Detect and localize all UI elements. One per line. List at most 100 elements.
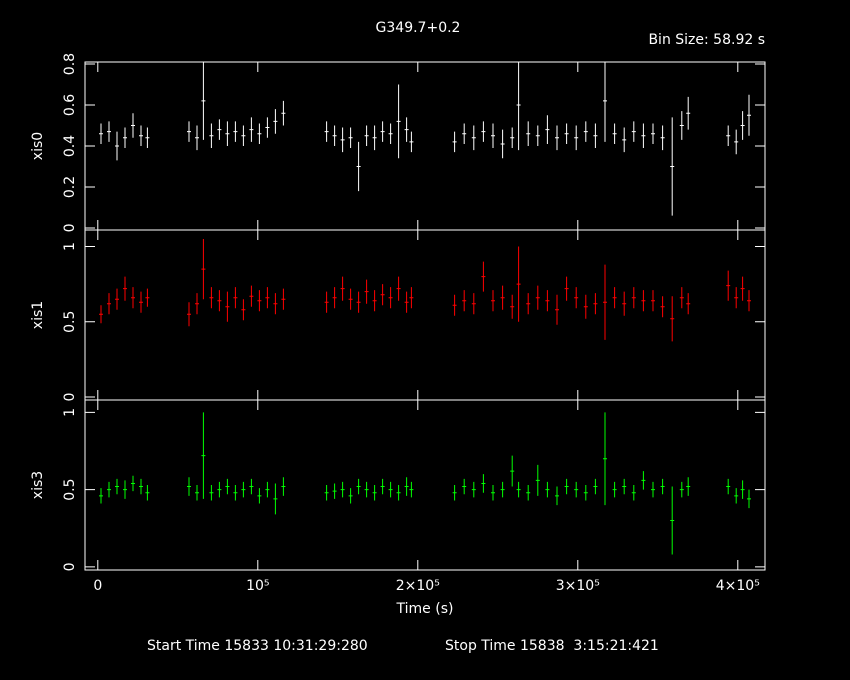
error-bar (574, 287, 579, 309)
y-tick-label: 0.5 (62, 479, 78, 501)
error-bar (324, 121, 329, 142)
error-bar (583, 485, 588, 501)
error-bar (139, 478, 143, 495)
error-bar (660, 125, 665, 151)
error-bar (726, 270, 731, 301)
error-bar (670, 486, 675, 555)
stop-time: Stop Time 15838 3:15:21:421 (445, 638, 659, 654)
error-bar (187, 302, 191, 327)
error-bar (747, 489, 751, 509)
error-bar (409, 287, 414, 309)
error-bar (660, 478, 665, 495)
error-bar (481, 474, 486, 493)
error-bar (324, 291, 329, 313)
error-bar (583, 121, 588, 142)
error-bar (107, 293, 111, 315)
error-bar (535, 285, 540, 310)
error-bar (265, 117, 270, 138)
error-bar (273, 109, 278, 134)
error-bar (481, 261, 486, 292)
error-bar (631, 121, 636, 142)
error-bar (99, 123, 103, 144)
error-bar (257, 488, 262, 504)
error-bar (670, 296, 675, 342)
error-bar (452, 485, 457, 501)
error-bar (593, 293, 598, 315)
error-bar (115, 131, 119, 161)
error-bar (340, 481, 345, 498)
error-bar (526, 121, 531, 146)
error-bar (462, 290, 467, 312)
error-bar (281, 288, 286, 310)
error-bar (195, 485, 199, 501)
error-bar (679, 481, 684, 498)
error-bar (348, 288, 353, 310)
error-bar (340, 127, 345, 153)
error-bar (612, 481, 617, 498)
error-bar (332, 125, 337, 146)
start-time: Start Time 15833 10:31:29:280 (147, 638, 368, 654)
error-bar (233, 485, 238, 501)
error-bar (273, 483, 278, 515)
panel-frame (84, 399, 766, 571)
error-bar (686, 477, 691, 496)
error-bar (123, 127, 127, 149)
error-bar (500, 285, 505, 310)
error-bar (526, 293, 531, 315)
error-bar (131, 113, 135, 138)
x-tick-label: 0 (93, 578, 102, 594)
error-bar (332, 483, 337, 499)
error-bar (348, 127, 353, 149)
x-tick-label: 3×10⁵ (556, 578, 600, 594)
error-bar (526, 485, 531, 501)
error-bar (388, 123, 393, 144)
error-bar (516, 62, 521, 151)
error-bar (404, 117, 409, 142)
error-bar (612, 287, 617, 309)
error-bar (217, 119, 222, 140)
error-bar (209, 123, 214, 149)
error-bar (123, 276, 127, 301)
error-bar (380, 478, 385, 495)
error-bar (241, 125, 246, 146)
error-bar (471, 481, 476, 498)
error-bar (651, 481, 655, 498)
error-bar (660, 296, 665, 318)
error-bar (187, 121, 191, 142)
error-bar (631, 287, 636, 309)
error-bar (115, 478, 119, 495)
error-bar (217, 481, 222, 498)
error-bar (603, 264, 607, 340)
error-bar (249, 285, 254, 307)
error-bar (670, 117, 675, 216)
error-bar (622, 478, 627, 495)
error-bar (265, 287, 270, 309)
error-bar (510, 127, 515, 149)
error-bar (332, 287, 337, 309)
error-bar (233, 287, 238, 309)
error-bar (115, 288, 119, 310)
error-bar (404, 477, 409, 496)
error-bar (225, 121, 230, 146)
error-bar (631, 485, 636, 501)
error-bar (209, 485, 214, 501)
error-bar (516, 481, 521, 498)
error-bar (622, 127, 627, 153)
error-bar (740, 111, 745, 140)
y-tick-label: 1 (62, 408, 78, 417)
error-bar (281, 477, 286, 496)
error-bar (233, 121, 238, 142)
error-bar (388, 287, 393, 309)
error-bar (747, 290, 751, 312)
error-bar (734, 287, 739, 309)
error-bar (396, 276, 401, 301)
y-axis-label: xis0 (30, 132, 46, 160)
y-axis-label: xis1 (30, 301, 46, 329)
error-bar (510, 294, 515, 319)
error-bar (574, 481, 579, 498)
y-tick-label: 0.5 (62, 311, 78, 333)
error-bar (545, 290, 550, 312)
